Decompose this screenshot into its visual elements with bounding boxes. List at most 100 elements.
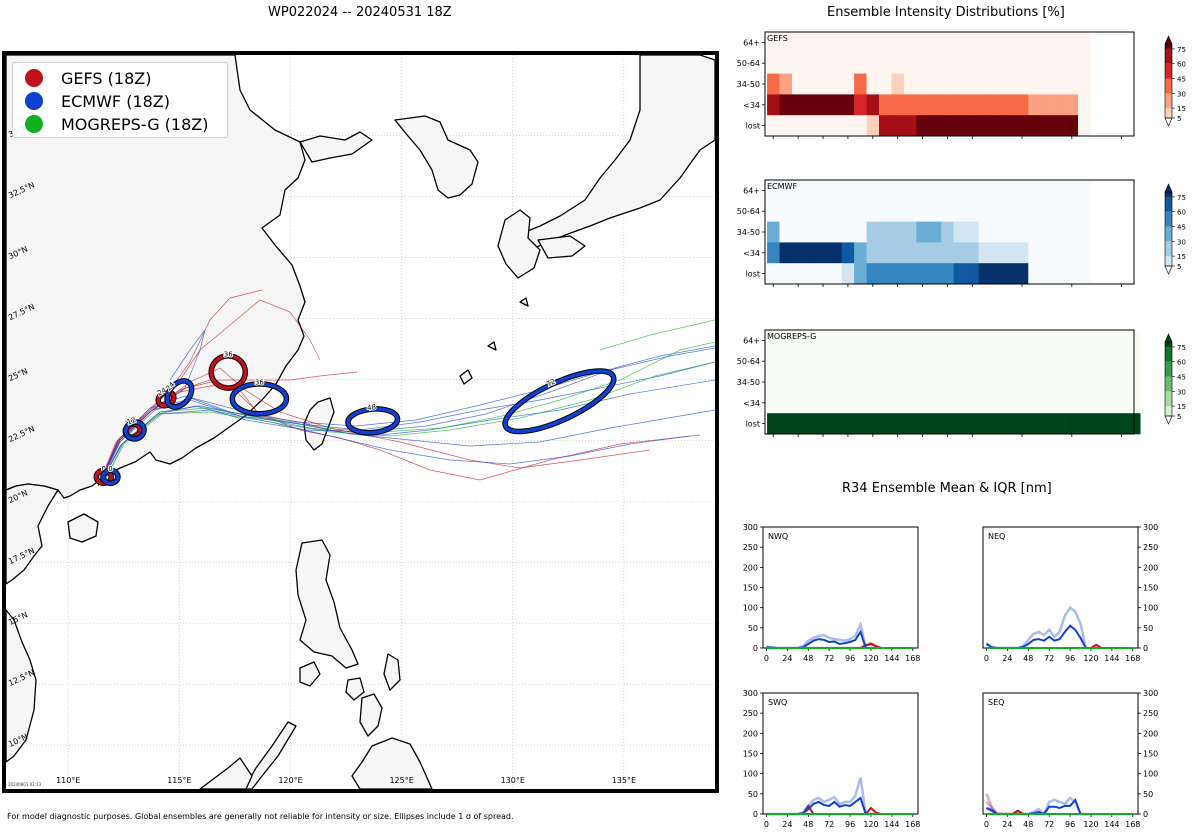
heatmap-cell xyxy=(879,73,892,95)
heatmap-cell xyxy=(1003,413,1017,435)
colorbar-tick-label: 5 xyxy=(1177,413,1181,421)
land-japan-shikoku xyxy=(537,235,586,259)
heatmap-cell xyxy=(767,73,780,95)
legend-entry-mogreps: MOGREPS-G (18Z) xyxy=(25,113,208,135)
heatmap-cell xyxy=(953,180,967,202)
r34-y-tick-label: 0 xyxy=(1143,810,1148,819)
heatmap-cell xyxy=(1053,242,1066,264)
colorbar-frame xyxy=(1164,341,1173,417)
r34-x-tick-label: 144 xyxy=(1104,820,1119,829)
ecmwf-track xyxy=(99,409,691,485)
heatmap-title: GEFS xyxy=(767,34,788,43)
heatmap-ecmwf: 64+50-6434-50<34lost01224364860728496120… xyxy=(737,179,1186,287)
r34-x-tick-label: 120 xyxy=(863,654,878,663)
ellipse-ecmwf-48: 48 xyxy=(345,402,401,436)
heatmap-cell xyxy=(1078,350,1091,372)
heatmap-cell xyxy=(779,413,793,435)
legend-marker-gefs-icon xyxy=(25,69,43,87)
heatmap-cell xyxy=(1003,221,1017,243)
ellipse-ring xyxy=(209,354,248,390)
r34-swq: 0 50 100 150 200 250 300 0 24 48 72 96 120 144 168 SWQ xyxy=(743,689,921,829)
heatmap-cell xyxy=(891,242,905,264)
heatmap-cell xyxy=(804,94,818,116)
r34-y-tick-label: 300 xyxy=(1143,523,1158,532)
heatmap-cell xyxy=(1040,350,1054,372)
heatmap-cell xyxy=(779,330,793,352)
r34-x-tick-label: 168 xyxy=(1125,654,1140,663)
heatmap-cell xyxy=(990,221,1004,243)
heatmap-cell xyxy=(779,371,793,393)
colorbar-band xyxy=(1165,361,1172,377)
heatmap-cell xyxy=(953,94,967,116)
ellipse-ring xyxy=(503,369,616,434)
heatmap-cell xyxy=(1065,330,1079,352)
colorbar-extend-top xyxy=(1164,183,1173,193)
heatmap-cell xyxy=(1078,32,1091,54)
heatmap-cell xyxy=(829,350,843,372)
land-mindanao xyxy=(351,737,433,789)
heatmap-cell xyxy=(978,73,992,95)
heatmap-cell xyxy=(829,413,843,435)
heatmap-cell xyxy=(1028,330,1042,352)
colorbar-band xyxy=(1165,226,1172,242)
r34-x-tick-label: 144 xyxy=(884,654,899,663)
heatmap-y-label: 64+ xyxy=(743,186,760,195)
heatmap-cell xyxy=(916,371,930,393)
heatmap-cell xyxy=(941,221,954,243)
heatmap-cell xyxy=(866,330,880,352)
heatmap-cell xyxy=(941,330,954,352)
colorbar-tick-label: 60 xyxy=(1177,209,1186,217)
heatmap-cell xyxy=(891,115,905,137)
heatmap-cell xyxy=(1090,330,1104,352)
r34-nwq: 0 50 100 150 200 250 300 0 24 48 72 96 120 144 168 NWQ xyxy=(743,523,921,663)
heatmap-cell xyxy=(767,413,780,435)
r34-seq: 0 50 100 150 200 250 300 0 24 48 72 96 120 144 168 SEQ xyxy=(982,689,1158,829)
heatmap-cell xyxy=(990,350,1004,372)
heatmap-cell xyxy=(1065,94,1079,116)
gefs-track xyxy=(97,367,651,487)
heatmap-cell xyxy=(841,392,855,414)
heatmap-cell xyxy=(779,115,793,137)
land-mindoro xyxy=(299,661,321,687)
heatmap-cell xyxy=(1078,94,1091,116)
heatmap-cell xyxy=(978,32,992,54)
map-frame xyxy=(2,51,719,793)
heatmap-cell xyxy=(1065,221,1079,243)
heatmap-cell xyxy=(1015,263,1029,285)
heatmap-cell xyxy=(1015,392,1029,414)
heatmap-cell xyxy=(791,32,805,54)
ellipse-ecmwf-12: 12 xyxy=(122,415,147,442)
heatmap-cell xyxy=(1028,32,1042,54)
heatmap-cell xyxy=(866,32,880,54)
heatmap-cell xyxy=(866,200,880,222)
colorbar-frame xyxy=(1164,43,1173,119)
heatmap-cell xyxy=(1003,350,1017,372)
heatmap-cell xyxy=(791,94,805,116)
heatmap-cell xyxy=(879,32,892,54)
heatmap-cell xyxy=(891,94,905,116)
heatmap-cell xyxy=(841,413,855,435)
heatmap-cell xyxy=(953,221,967,243)
heatmap-cell xyxy=(767,52,780,74)
heatmap-cell xyxy=(990,32,1004,54)
heatmap-y-label: lost xyxy=(746,122,760,131)
heatmap-cell xyxy=(891,392,905,414)
heatmap-cell xyxy=(767,115,780,137)
r34-x-tick-label: 48 xyxy=(1023,820,1033,829)
heatmap-cell xyxy=(1015,242,1029,264)
heatmap-cell xyxy=(866,350,880,372)
heatmap-cell xyxy=(928,242,942,264)
heatmap-cell xyxy=(841,115,855,137)
heatmap-cell xyxy=(829,200,843,222)
r34-frame xyxy=(982,526,1139,649)
r34-x-tick-label: 96 xyxy=(1065,654,1075,663)
heatmap-cell xyxy=(791,392,805,414)
heatmap-cell xyxy=(1028,73,1042,95)
r34-y-tick-label: 200 xyxy=(743,729,758,738)
r34-y-tick-label: 200 xyxy=(1143,729,1158,738)
legend-label-gefs: GEFS (18Z) xyxy=(61,68,152,88)
heatmap-cell xyxy=(1053,392,1066,414)
heatmap-cell xyxy=(1028,115,1042,137)
